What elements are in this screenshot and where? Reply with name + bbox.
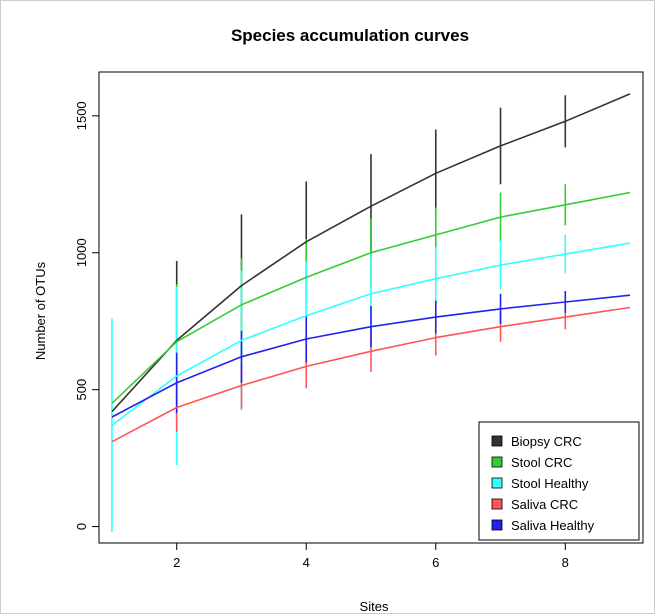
y-tick-label: 1000 bbox=[74, 238, 89, 267]
y-tick-label: 1500 bbox=[74, 101, 89, 130]
x-axis-label: Sites bbox=[360, 599, 389, 614]
legend-swatch-saliva-crc bbox=[491, 498, 503, 510]
legend-label-stool-crc: Stool CRC bbox=[511, 455, 572, 470]
series-line-stool-healthy bbox=[111, 242, 631, 426]
plot-area: 2 4 6 8 0 500 1000 1500 Biopsy CRC Stool CRC Stool… bbox=[74, 71, 644, 570]
x-tick-label: 4 bbox=[303, 555, 310, 570]
series-line-stool-crc bbox=[111, 191, 631, 404]
x-tick-label: 2 bbox=[173, 555, 180, 570]
series-line-saliva-crc bbox=[111, 306, 631, 443]
x-tick-label: 8 bbox=[562, 555, 569, 570]
y-tick-label: 500 bbox=[74, 379, 89, 401]
legend-swatch-saliva-healthy bbox=[491, 519, 503, 531]
plot-frame bbox=[98, 71, 644, 544]
legend-swatch-stool-healthy bbox=[491, 477, 503, 489]
legend-label-saliva-healthy: Saliva Healthy bbox=[511, 518, 595, 533]
chart-title: Species accumulation curves bbox=[231, 26, 469, 45]
legend-box bbox=[478, 421, 640, 541]
legend-label-saliva-crc: Saliva CRC bbox=[511, 497, 578, 512]
x-tick-label: 6 bbox=[432, 555, 439, 570]
series-line-biopsy-crc bbox=[111, 93, 631, 413]
legend-label-biopsy-crc: Biopsy CRC bbox=[511, 434, 582, 449]
y-axis-label: Number of OTUs bbox=[33, 261, 48, 360]
legend-label-stool-healthy: Stool Healthy bbox=[511, 476, 589, 491]
y-tick-label: 0 bbox=[74, 523, 89, 530]
series-line-saliva-healthy bbox=[111, 294, 631, 418]
legend-swatch-stool-crc bbox=[491, 456, 503, 468]
legend-swatch-biopsy-crc bbox=[491, 435, 503, 447]
